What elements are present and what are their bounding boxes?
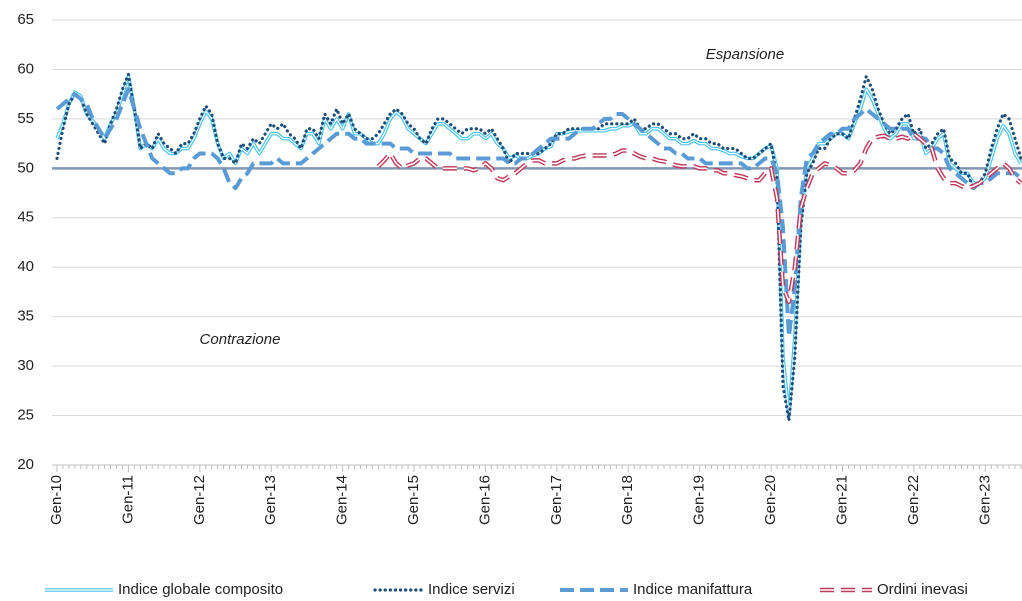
x-tick-label: Gen-17 [548,475,565,525]
legend-label: Indice globale composito [118,581,283,598]
series-line [55,74,1022,418]
x-tick-label: Gen-23 [976,475,993,525]
x-tick-label: Gen-21 [833,475,850,525]
legend-label: Ordini inevasi [877,581,968,598]
x-tick-label: Gen-14 [334,475,351,525]
y-tick-label: 35 [17,308,34,325]
series-line-inner [377,132,1022,303]
annotation: Contrazione [200,331,281,348]
y-tick-label: 50 [17,159,34,176]
legend-label: Indice manifattura [633,581,753,598]
series-line [55,72,1022,423]
y-tick-label: 40 [17,258,34,275]
x-tick-label: Gen-15 [405,475,422,525]
x-tick-label: Gen-22 [905,475,922,525]
x-tick-label: Gen-12 [191,475,208,525]
y-tick-label: 25 [17,407,34,424]
x-tick-label: Gen-10 [48,475,65,525]
y-tick-label: 60 [17,60,34,77]
series-line [55,87,1022,339]
x-tick-label: Gen-16 [476,475,493,525]
legend-label: Indice servizi [428,581,515,598]
annotation: Espansione [706,46,784,63]
y-tick-label: 65 [17,11,34,28]
y-tick-label: 20 [17,456,34,473]
x-tick-label: Gen-19 [691,475,708,525]
x-tick-label: Gen-11 [119,475,136,524]
y-tick-label: 45 [17,209,34,226]
y-tick-label: 30 [17,357,34,374]
y-tick-label: 55 [17,110,34,127]
x-tick-label: Gen-18 [619,475,636,525]
x-tick-label: Gen-20 [762,475,779,525]
series-line-inner [56,75,1022,417]
x-tick-label: Gen-13 [262,475,279,525]
